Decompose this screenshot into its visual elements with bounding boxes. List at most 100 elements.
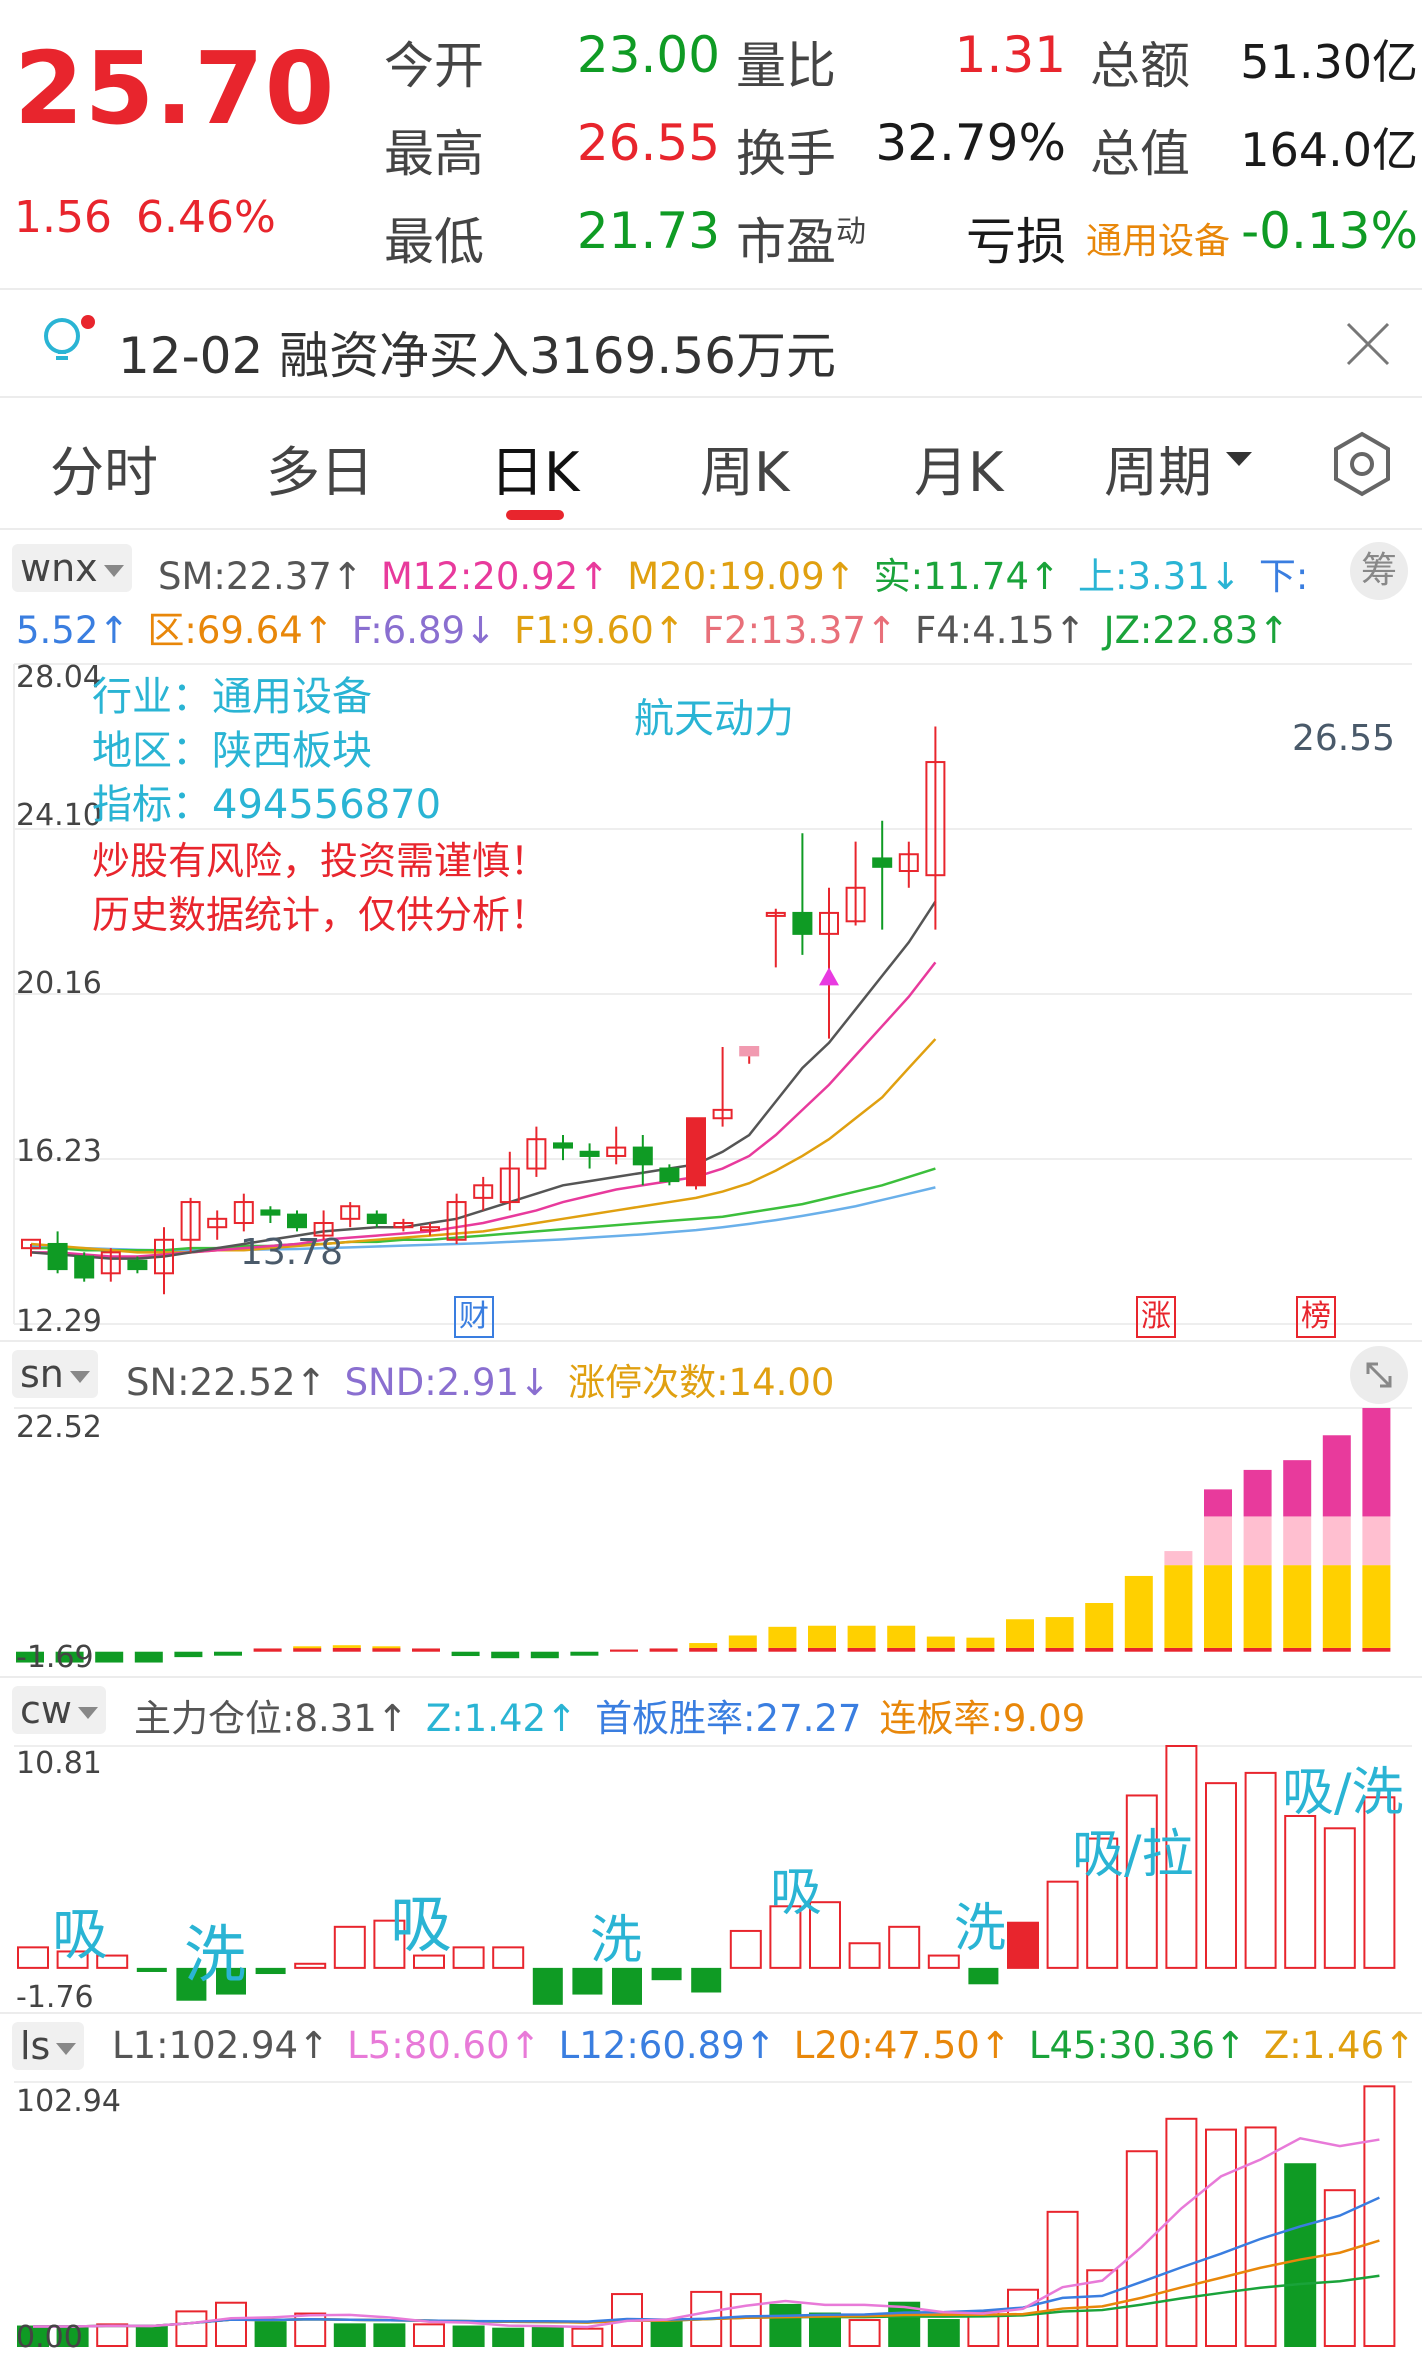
- cw-bar: [968, 1967, 999, 1985]
- cw-bar: [492, 1946, 525, 1969]
- stat-value: 26.55: [576, 114, 720, 172]
- ls-bar: [452, 2325, 485, 2348]
- notice-text[interactable]: 12-02 融资净买入3169.56万元: [118, 327, 836, 385]
- expand-icon[interactable]: [1350, 1346, 1408, 1404]
- indicator-value: F:6.89↓: [351, 609, 497, 652]
- close-icon[interactable]: [1344, 320, 1392, 372]
- cw-bar: [809, 1901, 841, 1969]
- indicator-value: F1:9.60↑: [514, 609, 685, 652]
- sn-bar-segment: [1243, 1516, 1272, 1566]
- tab-rik[interactable]: 日K: [490, 441, 580, 504]
- candle-body: [233, 1201, 254, 1225]
- cw-bar: [176, 1967, 207, 2001]
- ls-bar: [809, 2312, 841, 2347]
- cw-label-8: 吸/洗: [1282, 1763, 1404, 1823]
- ls-bar: [1046, 2210, 1079, 2347]
- sector-label: 通用设备: [1086, 221, 1231, 262]
- ls-bar: [1205, 2128, 1237, 2348]
- sn-bar-segment: [253, 1648, 282, 1652]
- candle-body: [21, 1238, 41, 1250]
- ls-indicator-selector[interactable]: ls: [12, 2022, 85, 2070]
- indicator-value: L5:80.60↑: [347, 2024, 541, 2067]
- cw-bar: [413, 1954, 445, 1969]
- chip-distribution-button[interactable]: 筹: [1350, 542, 1408, 600]
- cw-bar: [1363, 1796, 1396, 1969]
- sn-bar-segment: [768, 1626, 797, 1648]
- cw-bar: [452, 1946, 485, 1969]
- sn-bar-segment: [1362, 1647, 1391, 1652]
- sn-bar-segment: [372, 1647, 401, 1652]
- sn-chart[interactable]: [0, 1404, 1422, 1674]
- stat-label: 总值: [1090, 125, 1190, 183]
- sn-bar-segment: [887, 1647, 916, 1652]
- sn-indicator-selector[interactable]: sn: [12, 1350, 98, 1398]
- ls-bar: [848, 2319, 881, 2348]
- candle-body: [898, 853, 919, 873]
- tab-duori[interactable]: 多日: [266, 441, 374, 504]
- caret-down-icon: [77, 1706, 98, 1719]
- sn-bar-segment: [1124, 1575, 1153, 1648]
- candle-body: [553, 1142, 573, 1149]
- ls-bar: [413, 2323, 445, 2347]
- marker-caibao[interactable]: 财: [454, 1296, 494, 1338]
- ls-bar: [650, 2319, 683, 2348]
- sn-bar-segment: [808, 1647, 836, 1652]
- tab-zhouk[interactable]: 周K: [700, 441, 790, 504]
- y-label-min: 12.29: [16, 1304, 102, 1339]
- y-label-3: 20.16: [16, 966, 102, 1001]
- ls-bar: [1244, 2126, 1277, 2347]
- sn-bar-segment: [1006, 1647, 1034, 1652]
- tab-zhouqi[interactable]: 周期: [1104, 441, 1212, 504]
- cw-bar: [1086, 1837, 1119, 1969]
- stat-value: 21.73: [576, 202, 720, 260]
- ma-shi-line: [31, 1167, 936, 1252]
- kline-indicator-values-1: SM:22.37↑ M12:20.92↑ M20:19.09↑ 实:11.74↑ 上:3…: [158, 546, 1326, 600]
- settings-hexagon-icon[interactable]: [1328, 430, 1396, 502]
- ls-chart[interactable]: [0, 2076, 1422, 2356]
- ls-bar: [888, 2301, 921, 2348]
- sn-bar-segment: [1243, 1469, 1272, 1517]
- candle-body: [499, 1167, 520, 1204]
- caret-down-icon: [56, 2042, 77, 2055]
- stat-value: 1.31: [954, 26, 1066, 84]
- marker-longhubang[interactable]: 榜: [1296, 1296, 1336, 1338]
- sn-bar-segment: [1164, 1647, 1193, 1652]
- ls-bar: [1363, 2085, 1396, 2347]
- chevron-down-icon[interactable]: [1226, 452, 1252, 466]
- cw-bar: [333, 1925, 366, 1969]
- cw-bar: [888, 1925, 921, 1969]
- kline-chart[interactable]: [0, 660, 1422, 1340]
- indicator-value: 区:69.64↑: [147, 609, 334, 652]
- buy-signal-triangle: [819, 967, 839, 986]
- sn-bar-segment: [887, 1625, 916, 1648]
- cw-chart[interactable]: [0, 1740, 1422, 2010]
- cw-label-2: 洗: [184, 1918, 247, 1991]
- stat-label-sup: 动: [836, 214, 866, 250]
- ls-bar: [96, 2323, 129, 2347]
- cw-indicator-selector[interactable]: cw: [12, 1686, 106, 1734]
- candle-body: [366, 1213, 387, 1225]
- indicator-value: JZ:22.83↑: [1103, 609, 1290, 652]
- candle-body: [659, 1167, 680, 1183]
- notice-bar[interactable]: 12-02 融资净买入3169.56万元: [0, 290, 1422, 394]
- indicator-value: L12:60.89↑: [558, 2024, 776, 2067]
- sn-bar-segment: [926, 1636, 955, 1648]
- sn-bar-segment: [689, 1643, 718, 1648]
- candle-body: [340, 1205, 361, 1220]
- cw-bar: [1125, 1794, 1158, 1969]
- marker-zhangting[interactable]: 涨: [1136, 1296, 1176, 1338]
- tab-yuek[interactable]: 月K: [914, 441, 1004, 504]
- caret-down-icon: [69, 1370, 90, 1383]
- cw-label-1: 吸: [52, 1903, 108, 1968]
- candle-body: [207, 1217, 228, 1229]
- sn-bar-segment: [1362, 1565, 1391, 1648]
- sn-bar-segment: [293, 1646, 322, 1649]
- stat-value: 32.79%: [875, 114, 1066, 172]
- kline-indicator-selector[interactable]: wnx: [12, 544, 132, 592]
- ls-bar: [1323, 2189, 1356, 2348]
- candle-body: [845, 886, 866, 923]
- ls-bar: [1125, 2150, 1158, 2348]
- tab-fenshi[interactable]: 分时: [50, 441, 158, 504]
- info-indicator: 指标：494556870: [92, 782, 442, 828]
- sn-bar: [530, 1651, 559, 1659]
